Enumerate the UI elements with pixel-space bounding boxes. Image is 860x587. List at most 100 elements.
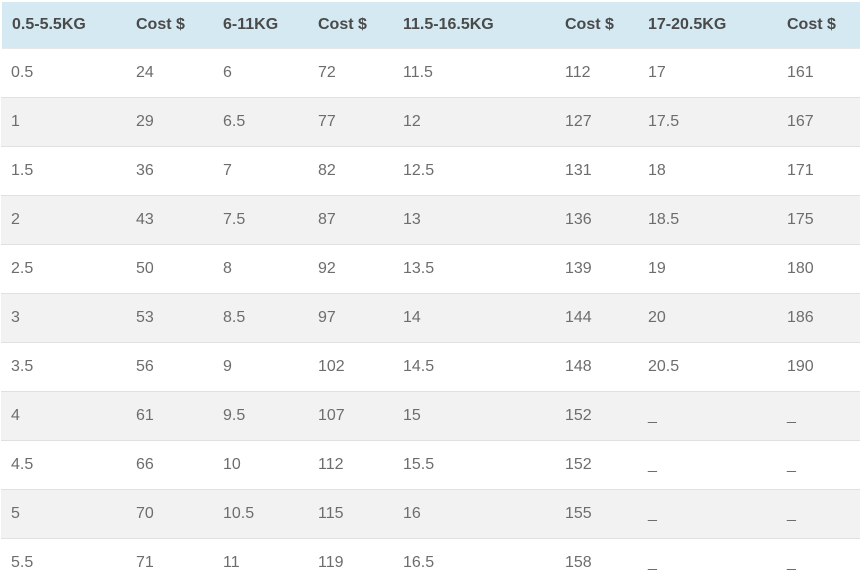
table-cell: _ bbox=[638, 490, 777, 539]
table-cell: 53 bbox=[126, 294, 213, 343]
table-cell: 71 bbox=[126, 539, 213, 587]
table-cell: 127 bbox=[555, 98, 638, 147]
table-cell: 161 bbox=[777, 49, 860, 98]
table-cell: 20.5 bbox=[638, 343, 777, 392]
table-cell: 180 bbox=[777, 245, 860, 294]
table-cell: 8 bbox=[213, 245, 308, 294]
column-header-weight-4: 17-20.5KG bbox=[638, 1, 777, 49]
column-header-cost-1: Cost $ bbox=[126, 1, 213, 49]
table-cell: 158 bbox=[555, 539, 638, 587]
table-cell: 4.5 bbox=[1, 441, 126, 490]
table-cell: 14 bbox=[393, 294, 555, 343]
table-cell: 61 bbox=[126, 392, 213, 441]
table-cell: 12 bbox=[393, 98, 555, 147]
table-cell: 148 bbox=[555, 343, 638, 392]
table-cell: 10 bbox=[213, 441, 308, 490]
table-cell: 16.5 bbox=[393, 539, 555, 587]
column-header-cost-2: Cost $ bbox=[308, 1, 393, 49]
table-cell: 14.5 bbox=[393, 343, 555, 392]
table-cell: 29 bbox=[126, 98, 213, 147]
table-cell: 17 bbox=[638, 49, 777, 98]
table-cell: 144 bbox=[555, 294, 638, 343]
table-cell: 6 bbox=[213, 49, 308, 98]
table-cell: 50 bbox=[126, 245, 213, 294]
table-cell: 9.5 bbox=[213, 392, 308, 441]
table-cell: 115 bbox=[308, 490, 393, 539]
table-cell: 171 bbox=[777, 147, 860, 196]
column-header-cost-3: Cost $ bbox=[555, 1, 638, 49]
table-cell: 112 bbox=[308, 441, 393, 490]
table-cell: _ bbox=[638, 392, 777, 441]
table-cell: 6.5 bbox=[213, 98, 308, 147]
table-cell: 77 bbox=[308, 98, 393, 147]
column-header-weight-3: 11.5-16.5KG bbox=[393, 1, 555, 49]
column-header-weight-1: 0.5-5.5KG bbox=[1, 1, 126, 49]
table-cell: 155 bbox=[555, 490, 638, 539]
table-cell: 17.5 bbox=[638, 98, 777, 147]
table-cell: 2 bbox=[1, 196, 126, 245]
table-cell: 82 bbox=[308, 147, 393, 196]
table-cell: 2.5 bbox=[1, 245, 126, 294]
table-cell: _ bbox=[638, 441, 777, 490]
header-row: 0.5-5.5KG Cost $ 6-11KG Cost $ 11.5-16.5… bbox=[1, 1, 860, 49]
table-cell: 139 bbox=[555, 245, 638, 294]
table-cell: 3 bbox=[1, 294, 126, 343]
table-cell: 190 bbox=[777, 343, 860, 392]
table-cell: 4 bbox=[1, 392, 126, 441]
table-cell: 43 bbox=[126, 196, 213, 245]
table-cell: 119 bbox=[308, 539, 393, 587]
table-cell: 7 bbox=[213, 147, 308, 196]
column-header-cost-4: Cost $ bbox=[777, 1, 860, 49]
table-cell: 5.5 bbox=[1, 539, 126, 587]
table-cell: 36 bbox=[126, 147, 213, 196]
table-cell: 175 bbox=[777, 196, 860, 245]
table-cell: _ bbox=[777, 490, 860, 539]
table-cell: 18 bbox=[638, 147, 777, 196]
table-cell: 107 bbox=[308, 392, 393, 441]
table-cell: 102 bbox=[308, 343, 393, 392]
table-cell: 9 bbox=[213, 343, 308, 392]
column-header-weight-2: 6-11KG bbox=[213, 1, 308, 49]
table-cell: 152 bbox=[555, 441, 638, 490]
table-cell: 1.5 bbox=[1, 147, 126, 196]
table-cell: 70 bbox=[126, 490, 213, 539]
table-cell: 66 bbox=[126, 441, 213, 490]
table-cell: 167 bbox=[777, 98, 860, 147]
table-cell: 1 bbox=[1, 98, 126, 147]
table-cell: 56 bbox=[126, 343, 213, 392]
table-cell: 16 bbox=[393, 490, 555, 539]
table-cell: 12.5 bbox=[393, 147, 555, 196]
table-cell: _ bbox=[777, 441, 860, 490]
table-cell: 92 bbox=[308, 245, 393, 294]
table-cell: 97 bbox=[308, 294, 393, 343]
table-cell: 131 bbox=[555, 147, 638, 196]
table-cell: 24 bbox=[126, 49, 213, 98]
table-cell: 0.5 bbox=[1, 49, 126, 98]
table-cell: 7.5 bbox=[213, 196, 308, 245]
table-cell: 19 bbox=[638, 245, 777, 294]
table-cell: 5 bbox=[1, 490, 126, 539]
table-cell: _ bbox=[638, 539, 777, 587]
table-cell: 13.5 bbox=[393, 245, 555, 294]
table-cell: 11 bbox=[213, 539, 308, 587]
table-cell: 20 bbox=[638, 294, 777, 343]
table-cell: 11.5 bbox=[393, 49, 555, 98]
table-cell: 112 bbox=[555, 49, 638, 98]
table-cell: 186 bbox=[777, 294, 860, 343]
table-cell: 15.5 bbox=[393, 441, 555, 490]
table-cell: 87 bbox=[308, 196, 393, 245]
table-cell: 136 bbox=[555, 196, 638, 245]
